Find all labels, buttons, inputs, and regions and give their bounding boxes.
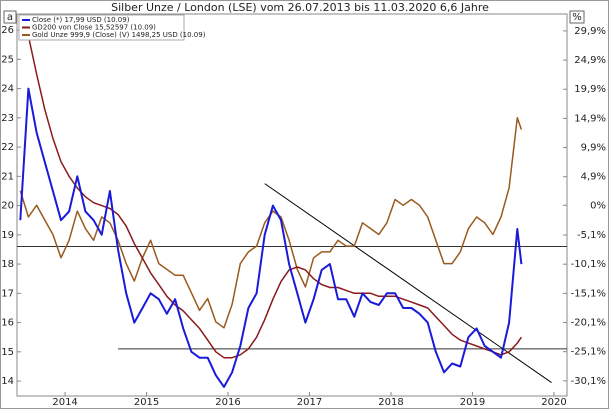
y-label-box: [3, 10, 17, 24]
y2-tick-label: 9,9%: [581, 143, 606, 154]
legend-label: Gold Unze 999,9 (Close) (V) 1498,25 USD …: [32, 31, 206, 39]
y-tick-label: 16: [1, 318, 14, 329]
y-tick-label: 17: [1, 288, 14, 299]
y2-tick-label: 0%: [590, 200, 606, 211]
x-tick-label: 2015: [134, 397, 159, 408]
y2-tick-label: 29,9%: [574, 26, 606, 37]
y2-tick-label: 4,9%: [581, 172, 606, 183]
x-tick-label: 2018: [378, 397, 403, 408]
y2-axis-label: %: [572, 12, 582, 23]
series-line: [19, 87, 523, 388]
y-tick-label: 15: [1, 347, 14, 358]
x-tick-label: 2020: [541, 397, 566, 408]
y2-label-box: [569, 10, 585, 24]
legend-label: Close (*) 17,99 USD (10.09): [32, 16, 130, 24]
y2-tick-label: -15,1%: [571, 288, 606, 299]
legend-box: [18, 14, 185, 41]
y-tick-label: 19: [1, 230, 14, 241]
x-tick-label: 2017: [297, 397, 322, 408]
y2-tick-label: 14,9%: [574, 113, 606, 124]
y-tick-label: 21: [1, 171, 14, 182]
chart-title: Silber Unze / London (LSE) vom 26.07.201…: [111, 1, 489, 14]
x-tick-label: 2014: [52, 397, 77, 408]
series-line: [27, 35, 523, 359]
y2-tick-label: -30,1%: [571, 376, 606, 387]
y2-tick-label: -25,1%: [571, 347, 606, 358]
y-axis-label: a: [7, 12, 13, 23]
y2-tick-label: -20,1%: [571, 318, 606, 329]
y2-tick-label: -10,1%: [571, 259, 606, 270]
legend-label: GD200 von Close 15,52597 (10.09): [32, 24, 156, 32]
y-tick-label: 23: [1, 113, 14, 124]
y-tick-label: 20: [1, 201, 14, 212]
x-tick-label: 2016: [215, 397, 240, 408]
y-tick-label: 24: [1, 84, 14, 95]
y2-tick-label: 19,9%: [574, 84, 606, 95]
y-tick-label: 25: [1, 54, 14, 65]
y-tick-label: 18: [1, 259, 14, 270]
y2-tick-label: -5,1%: [577, 230, 606, 241]
x-tick-label: 2019: [460, 397, 485, 408]
y-tick-label: 22: [1, 142, 14, 153]
y-tick-label: 26: [1, 25, 14, 36]
y-tick-label: 14: [1, 376, 14, 387]
y2-tick-label: 24,9%: [574, 55, 606, 66]
